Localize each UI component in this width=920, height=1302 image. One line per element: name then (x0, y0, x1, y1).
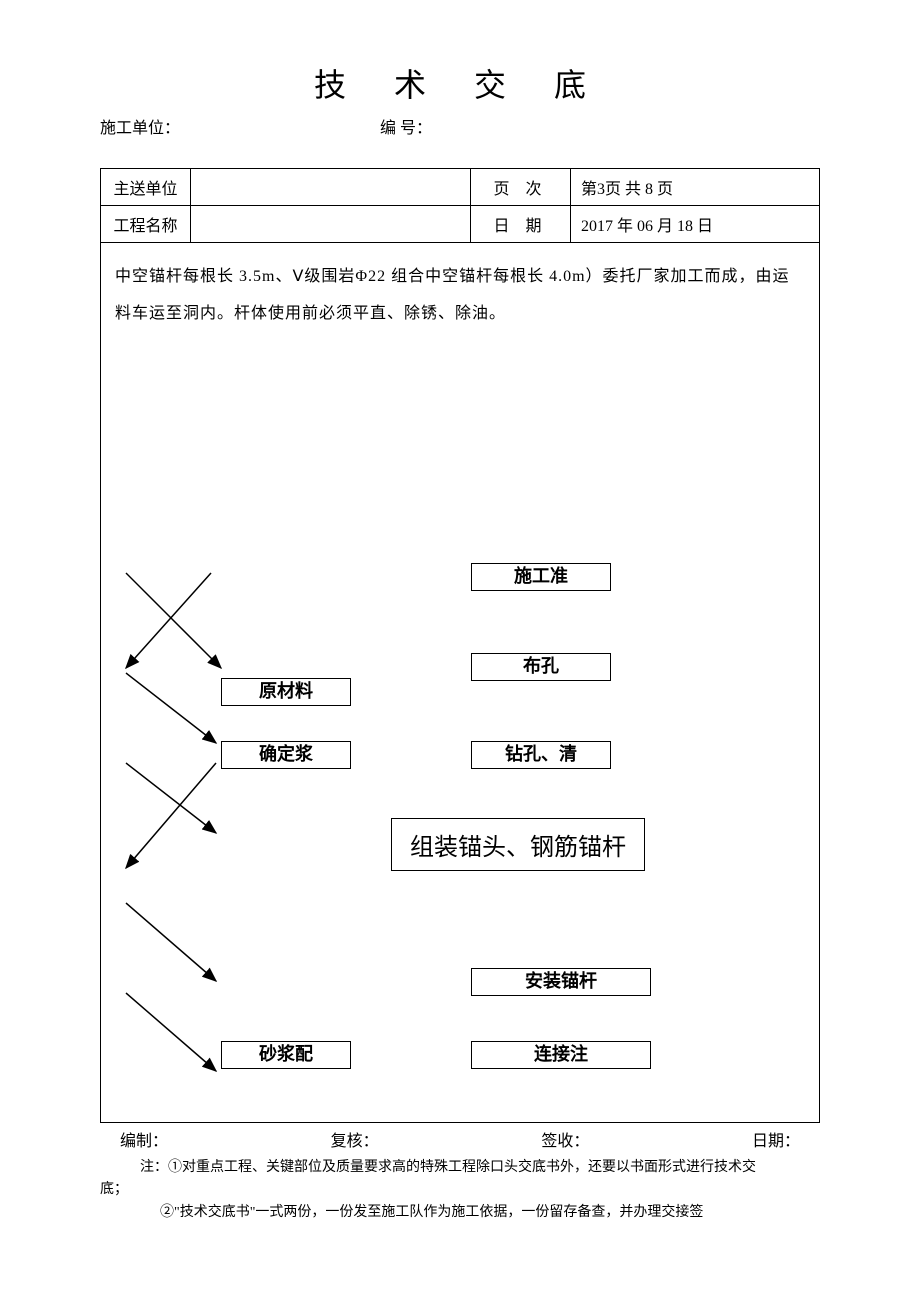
cell-date-value: 2017 年 06 月 18 日 (571, 206, 820, 243)
flow-node: 连接注 (471, 1041, 651, 1069)
flow-node: 组装锚头、钢筋锚杆 (391, 818, 645, 871)
content-text: 中空锚杆每根长 3.5m、Ⅴ级围岩Φ22 组合中空锚杆每根长 4.0m）委托厂家… (115, 259, 805, 333)
footer-sign: 签收： (541, 1127, 589, 1151)
cell-recipient-label: 主送单位 (101, 169, 191, 206)
header-table: 主送单位 页 次 第3页 共 8 页 工程名称 日 期 2017 年 06 月 … (100, 168, 820, 243)
arrow (126, 763, 216, 868)
footer-labels: 编制： 复核： 签收： 日期： (100, 1127, 820, 1151)
flow-node: 施工准 (471, 563, 611, 591)
note-line: 注：①对重点工程、关键部位及质量要求高的特殊工程除口头交底书外，还要以书面形式进… (100, 1157, 820, 1179)
page-title: 技 术 交 底 (100, 60, 820, 106)
flow-node: 安装锚杆 (471, 968, 651, 996)
table-row: 主送单位 页 次 第3页 共 8 页 (101, 169, 820, 206)
notes: 注：①对重点工程、关键部位及质量要求高的特殊工程除口头交底书外，还要以书面形式进… (100, 1157, 820, 1224)
arrow (126, 763, 216, 833)
footer-date: 日期： (752, 1127, 800, 1151)
cell-recipient-value (191, 169, 471, 206)
arrow (126, 993, 216, 1071)
footer-review: 复核： (331, 1127, 379, 1151)
arrow (126, 573, 211, 668)
flow-node: 确定浆 (221, 741, 351, 769)
flow-node: 原材料 (221, 678, 351, 706)
arrow (126, 903, 216, 981)
flow-node: 钻孔、清 (471, 741, 611, 769)
sub-row: 施工单位： 编 号： (100, 114, 820, 138)
cell-project-value (191, 206, 471, 243)
content-box: 中空锚杆每根长 3.5m、Ⅴ级围岩Φ22 组合中空锚杆每根长 4.0m）委托厂家… (100, 243, 820, 1123)
cell-project-label: 工程名称 (101, 206, 191, 243)
cell-page-label: 页 次 (471, 169, 571, 206)
serial-label: 编 号： (380, 114, 432, 138)
arrow (126, 573, 221, 668)
cell-page-value: 第3页 共 8 页 (571, 169, 820, 206)
flowchart: 施工准布孔原材料确定浆 钻孔、清组装锚头、钢筋锚杆安装锚杆砂浆配 连接注 (101, 543, 819, 1123)
cell-date-label: 日 期 (471, 206, 571, 243)
flow-node: 砂浆配 (221, 1041, 351, 1069)
table-row: 工程名称 日 期 2017 年 06 月 18 日 (101, 206, 820, 243)
note-line: 底； (100, 1179, 820, 1201)
arrow (126, 673, 216, 743)
footer-author: 编制： (120, 1127, 168, 1151)
note-line: ②"技术交底书"一式两份，一份发至施工队作为施工依据，一份留存备查，并办理交接签 (100, 1202, 820, 1224)
flow-node: 布孔 (471, 653, 611, 681)
construction-unit-label: 施工单位： (100, 114, 350, 138)
